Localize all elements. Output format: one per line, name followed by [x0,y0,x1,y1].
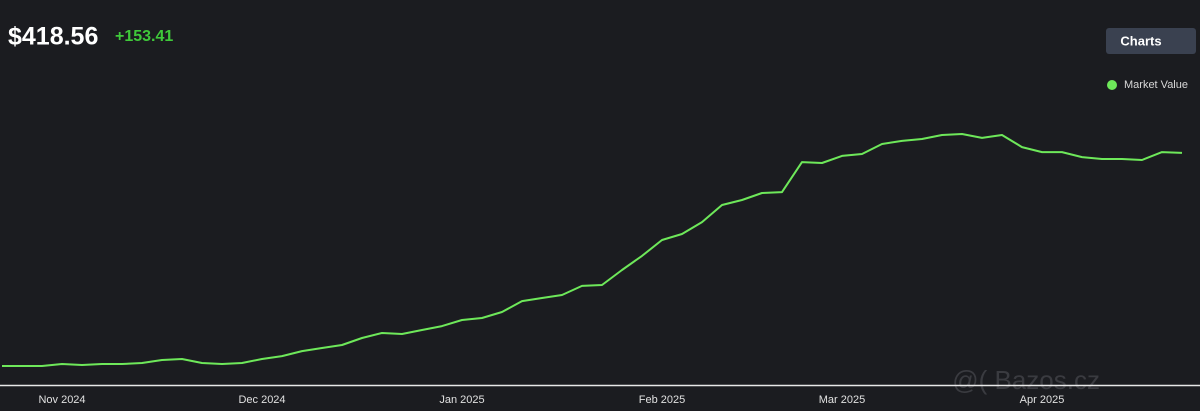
legend-marker [1107,80,1117,90]
line [2,133,1183,367]
charts-button-label[interactable]: Charts [1120,33,1161,48]
x-tick-label: Nov 2024 [38,394,85,406]
x-tick-label: Dec 2024 [238,394,285,406]
watermark: @( Bazos.cz [952,365,1100,395]
charts-button[interactable] [1106,28,1196,54]
legend-label: Market Value [1124,79,1188,91]
x-tick-label: Feb 2025 [639,394,685,406]
price: $418.56 [8,23,98,51]
x-tick-label: Mar 2025 [819,394,865,406]
change: +153.41 [115,28,173,45]
x-tick-label: Jan 2025 [439,394,484,406]
x-tick-label: Apr 2025 [1020,394,1065,406]
